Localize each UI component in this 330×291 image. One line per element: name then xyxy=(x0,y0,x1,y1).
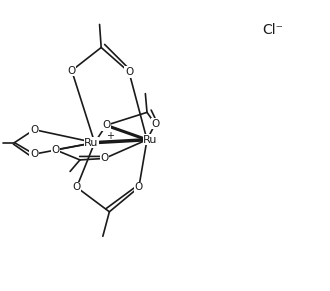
Text: O: O xyxy=(135,182,143,192)
Text: O: O xyxy=(100,153,109,164)
Text: O: O xyxy=(102,120,110,130)
Text: O: O xyxy=(30,149,38,159)
Text: Ru: Ru xyxy=(84,138,99,148)
Text: O: O xyxy=(30,125,38,135)
Text: O: O xyxy=(125,67,133,77)
Text: Cl⁻: Cl⁻ xyxy=(262,23,283,37)
Text: O: O xyxy=(151,119,159,129)
Text: O: O xyxy=(51,145,59,155)
Text: +: + xyxy=(106,131,115,141)
Text: Ru: Ru xyxy=(143,135,157,145)
Text: O: O xyxy=(73,182,81,192)
Text: O: O xyxy=(68,65,76,76)
